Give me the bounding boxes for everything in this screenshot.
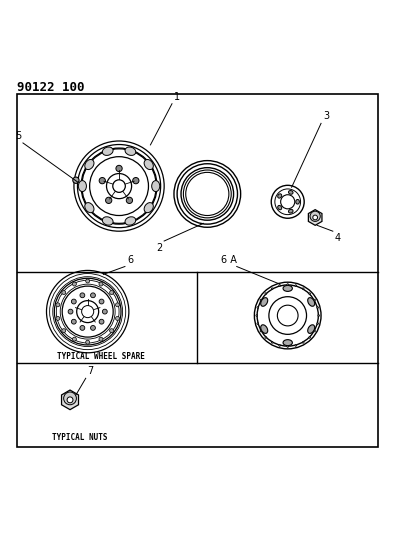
Circle shape (72, 282, 76, 286)
Text: 4: 4 (335, 233, 341, 243)
Circle shape (279, 285, 280, 286)
Circle shape (271, 288, 273, 289)
Circle shape (102, 309, 107, 314)
Circle shape (295, 345, 297, 346)
Ellipse shape (308, 325, 315, 334)
Circle shape (90, 326, 95, 330)
Circle shape (67, 397, 73, 403)
Circle shape (62, 329, 66, 333)
Circle shape (99, 177, 105, 184)
Circle shape (313, 215, 318, 220)
Ellipse shape (125, 147, 136, 156)
Circle shape (303, 342, 304, 343)
Circle shape (309, 293, 310, 294)
Text: 6: 6 (127, 255, 133, 265)
Circle shape (256, 314, 258, 317)
Circle shape (287, 346, 288, 348)
Circle shape (260, 330, 262, 332)
Text: 6 A: 6 A (221, 255, 237, 265)
Circle shape (116, 165, 122, 172)
Ellipse shape (288, 209, 293, 213)
Ellipse shape (308, 297, 315, 306)
Circle shape (110, 329, 114, 333)
Circle shape (71, 299, 76, 304)
Circle shape (86, 279, 90, 283)
Circle shape (295, 285, 297, 286)
Ellipse shape (288, 190, 293, 194)
Circle shape (318, 314, 320, 317)
Circle shape (279, 345, 280, 346)
Ellipse shape (144, 159, 153, 169)
Ellipse shape (85, 203, 94, 213)
Circle shape (287, 284, 288, 285)
Circle shape (99, 337, 103, 341)
Circle shape (115, 303, 119, 307)
Ellipse shape (78, 181, 87, 191)
Circle shape (314, 330, 315, 332)
Circle shape (126, 197, 133, 204)
Circle shape (99, 299, 104, 304)
Circle shape (72, 337, 76, 341)
Ellipse shape (296, 199, 299, 204)
Text: 3: 3 (323, 111, 329, 122)
Ellipse shape (152, 181, 160, 191)
Text: TYPICAL NUTS: TYPICAL NUTS (52, 433, 107, 442)
Circle shape (86, 340, 90, 344)
Circle shape (257, 306, 259, 308)
Circle shape (303, 288, 304, 289)
Ellipse shape (144, 203, 153, 213)
Circle shape (317, 306, 318, 308)
Circle shape (314, 299, 315, 301)
Circle shape (265, 337, 267, 338)
Circle shape (265, 293, 267, 294)
Circle shape (64, 392, 76, 405)
Ellipse shape (278, 194, 282, 198)
Ellipse shape (102, 217, 113, 225)
Ellipse shape (278, 205, 282, 210)
Circle shape (90, 293, 95, 298)
Circle shape (80, 326, 85, 330)
Polygon shape (308, 209, 322, 225)
Ellipse shape (261, 297, 268, 306)
Ellipse shape (283, 285, 292, 292)
Text: TYPICAL WHEEL SPARE: TYPICAL WHEEL SPARE (57, 352, 145, 361)
Circle shape (133, 177, 139, 184)
Circle shape (56, 317, 60, 320)
Circle shape (99, 319, 104, 324)
Text: 90122 100: 90122 100 (17, 82, 85, 94)
Polygon shape (62, 390, 79, 410)
Circle shape (62, 290, 66, 295)
Text: 5: 5 (15, 131, 21, 141)
Circle shape (105, 197, 112, 204)
Circle shape (257, 322, 259, 325)
Circle shape (56, 303, 60, 307)
Circle shape (110, 290, 114, 295)
Circle shape (309, 337, 310, 338)
Circle shape (317, 322, 318, 325)
Circle shape (99, 282, 103, 286)
Ellipse shape (102, 147, 113, 156)
Text: 2: 2 (156, 243, 162, 253)
Ellipse shape (125, 217, 136, 225)
Circle shape (310, 211, 320, 221)
Circle shape (80, 293, 85, 298)
Text: 1: 1 (174, 92, 180, 102)
Ellipse shape (261, 325, 268, 334)
Ellipse shape (85, 159, 94, 169)
Circle shape (71, 319, 76, 324)
Circle shape (260, 299, 262, 301)
Circle shape (73, 177, 79, 183)
Ellipse shape (283, 340, 292, 346)
Circle shape (68, 309, 73, 314)
Circle shape (115, 317, 119, 320)
Text: 7: 7 (88, 366, 94, 376)
Circle shape (271, 342, 273, 343)
